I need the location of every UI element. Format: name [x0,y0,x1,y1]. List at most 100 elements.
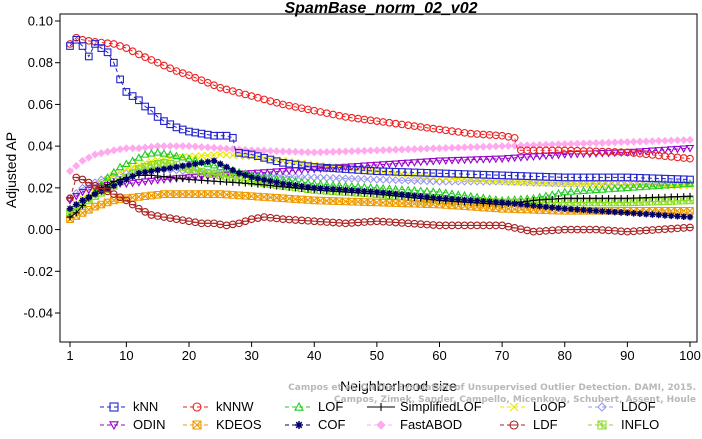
legend-item-knn: kNN [100,399,158,414]
data-point [673,180,682,188]
data-point [97,175,106,184]
data-point [348,187,356,194]
data-point [367,188,374,195]
data-point [624,194,631,202]
data-point [623,227,632,236]
data-point [185,176,193,183]
data-point [598,185,607,193]
data-point [585,139,594,148]
series-line [69,39,691,180]
legend-label: LDOF [621,399,656,414]
data-point [674,193,681,200]
data-point [291,172,300,181]
data-point [310,184,318,192]
data-point [185,161,193,169]
data-point [660,146,670,155]
data-point [72,35,81,44]
data-point [354,218,362,227]
data-point [554,179,563,188]
data-point [454,221,463,230]
data-point [635,148,645,156]
data-point [660,180,670,189]
data-point [372,161,382,170]
data-point [605,194,612,202]
data-point [649,211,656,218]
data-point [642,194,650,201]
data-point [536,196,543,204]
data-point [72,201,80,208]
data-point [479,221,488,230]
data-point [505,199,512,207]
data-point [441,144,450,153]
attribution-line-2: Campos, Zimek, Sander, Campello, Micenko… [333,395,696,405]
data-point [285,147,294,156]
data-point [141,168,149,176]
data-point [523,226,532,235]
data-point [448,143,457,152]
data-point [72,209,80,217]
data-point [566,187,576,195]
data-point [473,197,481,205]
data-point [573,225,582,234]
data-point [297,172,306,182]
y-tick-label: -0.04 [23,306,53,321]
data-point [341,163,350,172]
data-point [542,179,550,187]
data-point [561,205,569,213]
data-point [266,168,275,177]
data-point [397,145,406,154]
data-point [510,224,519,232]
data-point [429,144,438,153]
data-point [447,157,457,165]
data-point [460,156,469,165]
y-axis-label: Adjusted AP [3,132,19,208]
y-tick-label: 0.10 [28,14,53,29]
data-point [78,156,87,165]
data-point [304,217,312,225]
data-point [160,165,168,173]
legend-marker [376,420,386,430]
y-tick-label: -0.02 [23,264,53,279]
data-point [291,147,300,156]
data-point [260,213,268,221]
data-point [97,200,106,209]
data-point [548,226,557,235]
data-point [517,225,525,233]
data-point [303,148,312,157]
data-point [247,215,256,223]
series-knnw [66,33,694,163]
data-point [78,188,87,197]
data-point [674,212,681,220]
data-point [617,138,626,147]
data-point [260,95,268,104]
data-point [153,212,162,220]
data-point [366,217,375,226]
legend-label: kNNW [216,399,254,414]
data-point [341,219,350,228]
data-point [680,213,688,220]
data-point [191,142,200,151]
data-point [235,88,243,97]
data-point [404,219,413,228]
data-point [122,196,131,205]
data-point [579,180,588,188]
data-point [610,138,619,147]
data-point [84,178,93,187]
data-point [378,161,388,169]
series-cof [66,157,694,221]
legend-label: ODIN [133,417,166,432]
data-point [103,147,112,156]
data-point [579,139,588,148]
data-point [442,174,450,182]
data-point [103,172,112,181]
data-point [178,152,187,161]
data-point [617,227,625,236]
x-tick-label: 100 [679,348,701,363]
data-point [542,227,550,235]
data-point [592,194,600,202]
data-point [422,144,431,153]
data-point [567,225,575,234]
data-point [229,179,237,186]
legend-label: KDEOS [216,417,262,432]
